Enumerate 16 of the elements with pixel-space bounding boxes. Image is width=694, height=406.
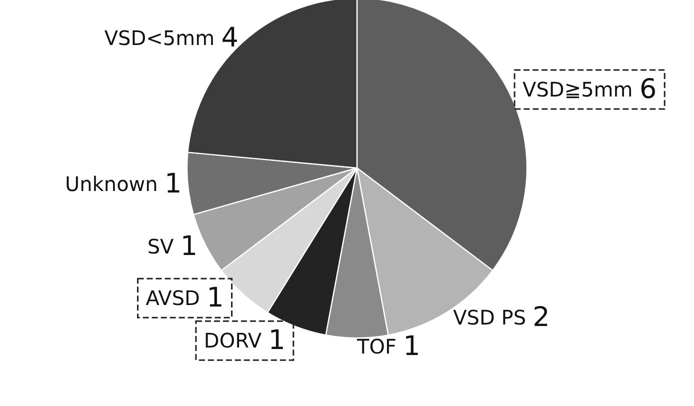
slice-label: VSD<5mm xyxy=(104,26,215,50)
slice-label: VSD≧5mm xyxy=(522,78,633,102)
data-label: 1 xyxy=(180,230,198,262)
data-label: 1 xyxy=(164,168,182,200)
data-label: 6 xyxy=(639,74,657,106)
slice-label: SV xyxy=(147,234,174,258)
slice-label: AVSD xyxy=(146,286,200,310)
data-label: 1 xyxy=(206,282,224,314)
slice-label: Unknown xyxy=(64,172,158,196)
legend-label: DORV xyxy=(204,328,262,353)
data-label: 2 xyxy=(532,302,550,334)
slice-label: VSD PS xyxy=(453,306,526,330)
data-label: 1 xyxy=(268,325,286,356)
slice-label: TOF xyxy=(356,334,396,359)
data-label: 4 xyxy=(221,22,238,54)
data-label: 1 xyxy=(403,331,420,362)
